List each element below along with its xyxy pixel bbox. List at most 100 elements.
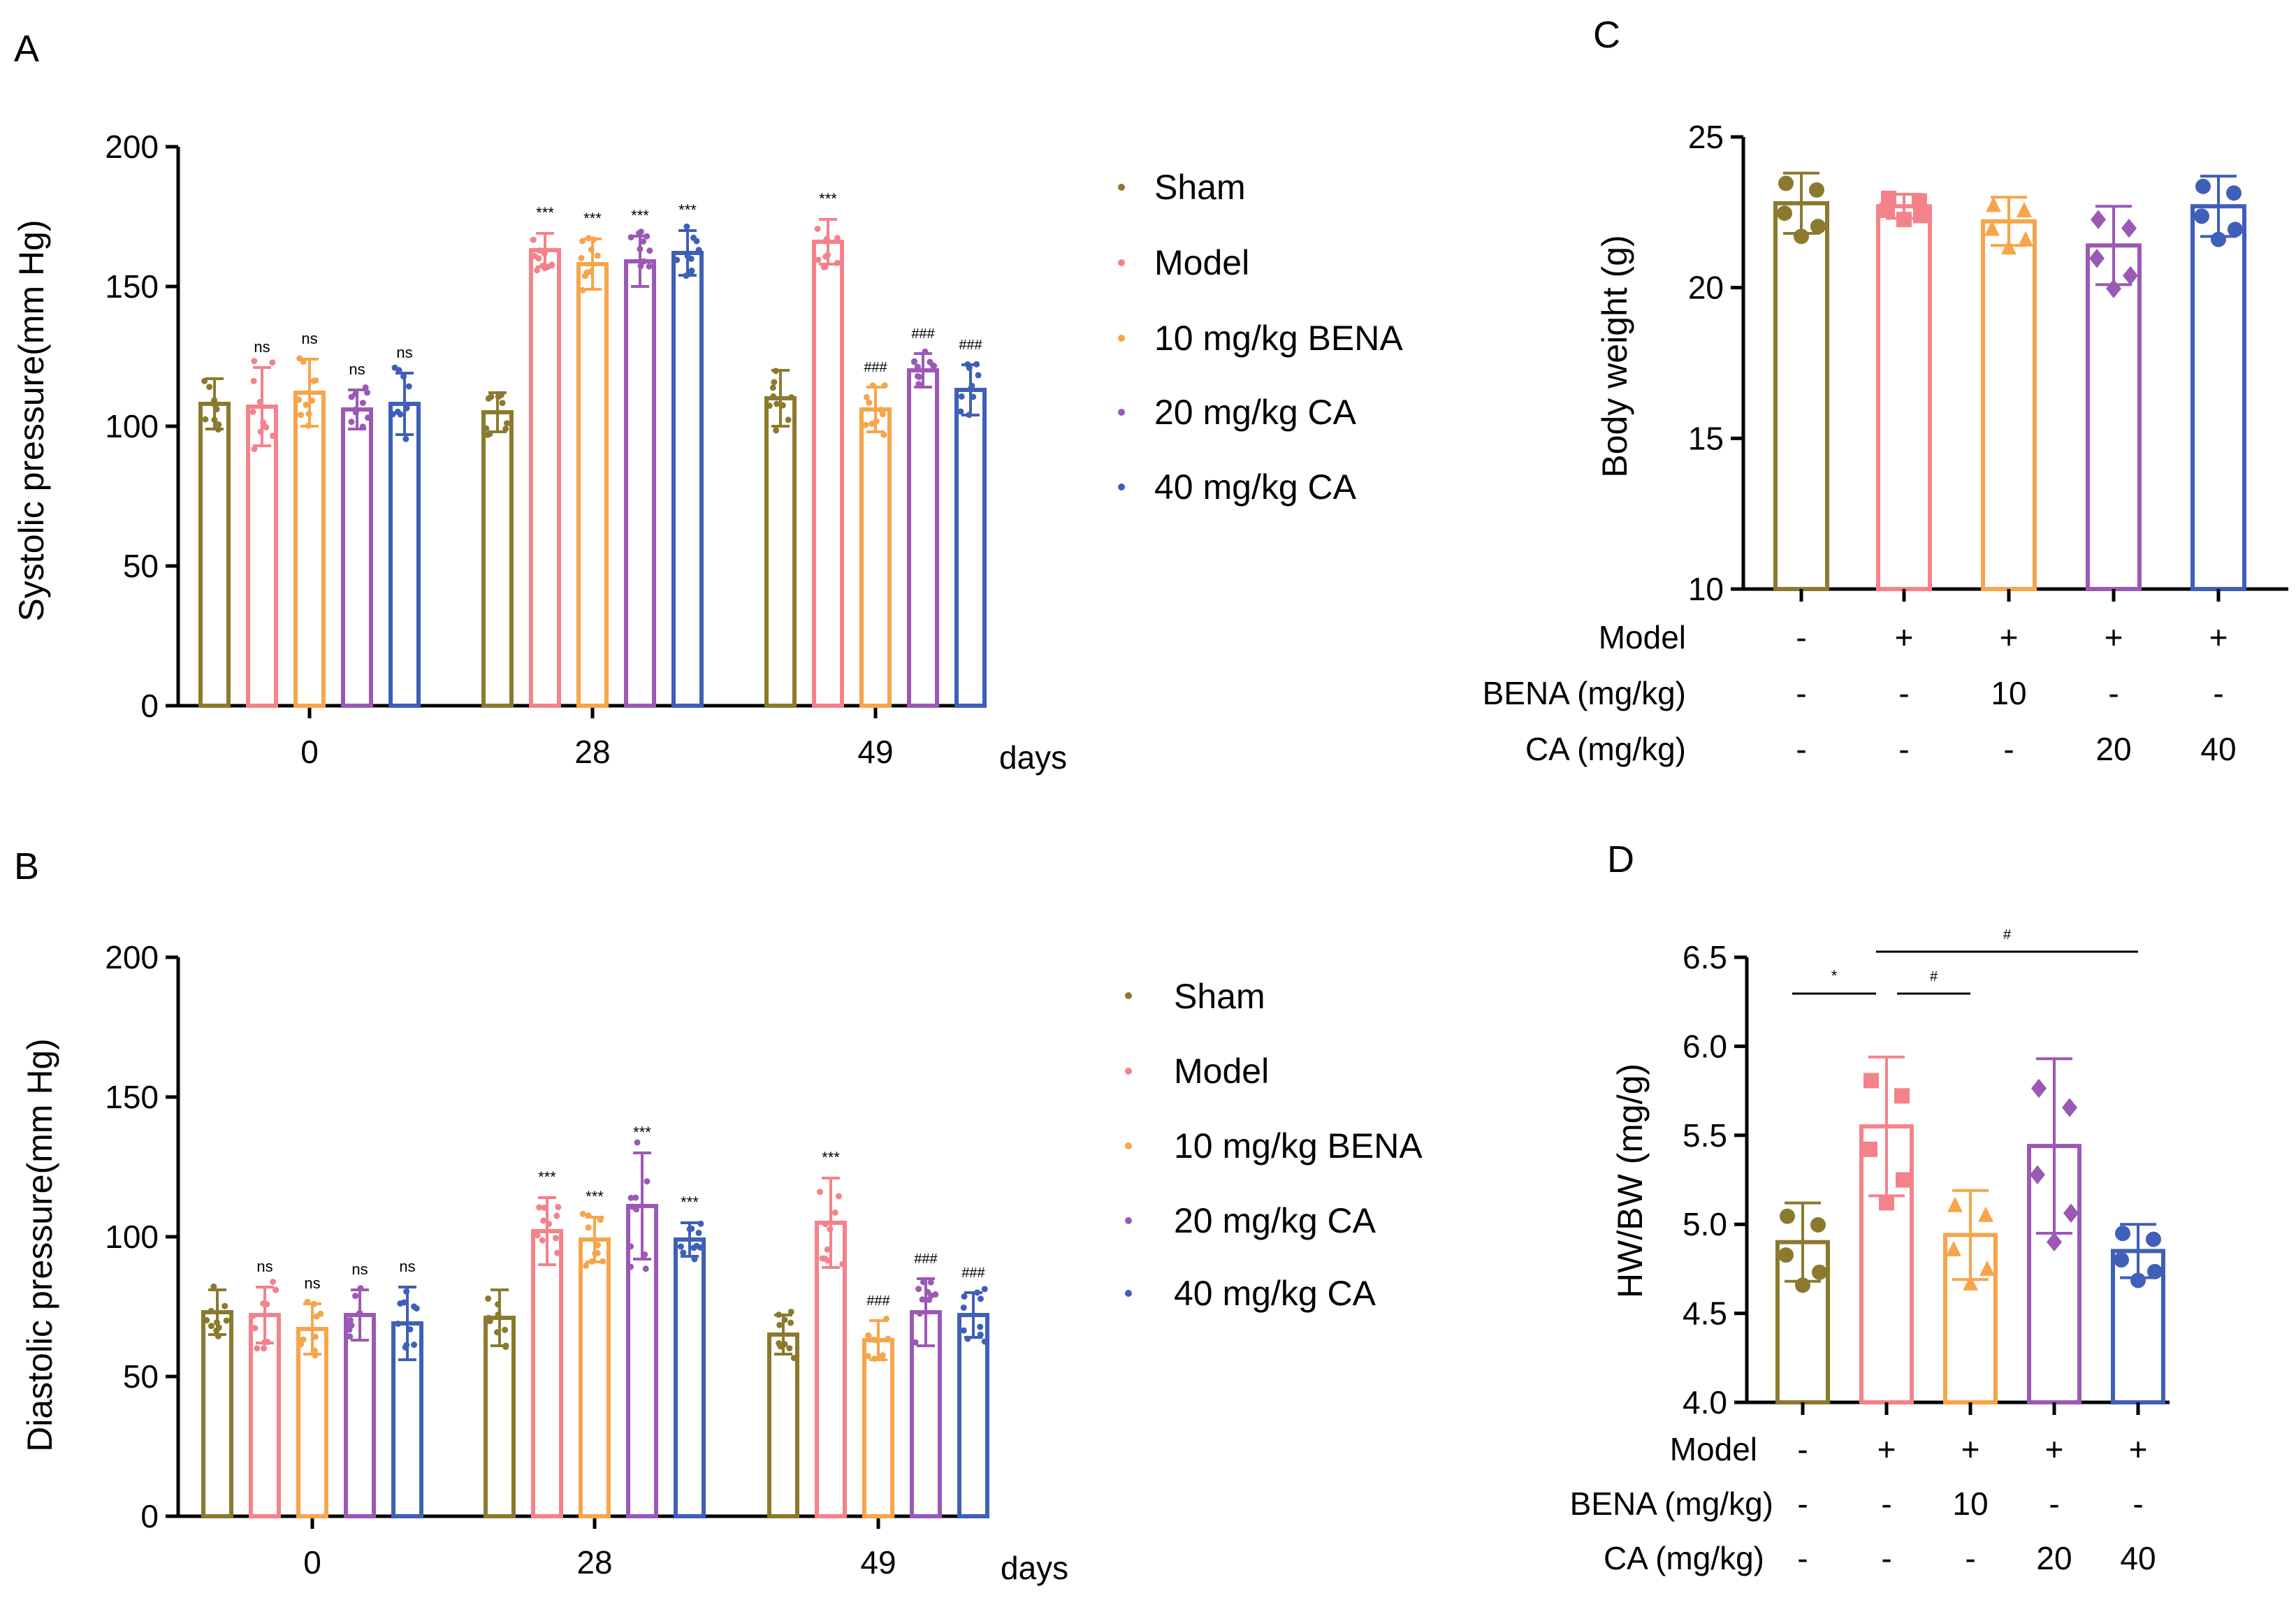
- panel-a-point-ca40: [405, 383, 412, 390]
- panel-d-point-ca40: [2130, 1272, 2146, 1288]
- panel-a-point-ca20: [352, 409, 359, 416]
- panel-a-point-ca40: [958, 393, 965, 400]
- panel-a-point-sham: [212, 401, 219, 408]
- panel-b-point-bena10: [304, 1298, 311, 1305]
- panel-a-ytick-label: 200: [105, 129, 159, 165]
- panel-c-point-model: [1912, 193, 1927, 209]
- panel-a-ytick-label: 50: [123, 548, 159, 584]
- panel-b-point-model: [831, 1209, 838, 1216]
- panel-b-point-sham: [781, 1316, 788, 1323]
- panel-b-bar-ca20: [344, 1313, 376, 1518]
- panel-a-point-sham: [769, 384, 776, 391]
- panel-a-bar-sham: [198, 402, 231, 708]
- panel-d-point-ca20: [2063, 1203, 2079, 1223]
- panel-d-cond-value-model: +: [1877, 1431, 1896, 1467]
- panel-c-point-ca20: [2091, 210, 2106, 230]
- panel-d-cond-value-ca40: -: [2132, 1486, 2143, 1522]
- panel-a-point-model: [822, 253, 829, 260]
- panel-a-point-bena10: [869, 382, 876, 389]
- panel-b-point-bena10: [313, 1313, 320, 1320]
- panel-d-cond-value-ca40: +: [2129, 1431, 2148, 1467]
- panel-b-point-bena10: [311, 1347, 318, 1354]
- panel-a-point-model: [269, 359, 276, 366]
- panel-a-point-ca40: [389, 411, 396, 418]
- panel-d-point-model: [1862, 1141, 1877, 1157]
- panel-b-point-sham: [787, 1308, 794, 1315]
- panel-a-point-ca40: [674, 256, 681, 263]
- panel-a-point-ca20: [348, 393, 355, 400]
- panel-b-bar-ca40: [674, 1237, 706, 1518]
- panel-a-point-sham: [495, 393, 502, 400]
- panel-a-point-bena10: [581, 273, 588, 279]
- panel-b-sig-label-ca40: ###: [961, 1265, 985, 1281]
- panel-b-point-ca20: [629, 1203, 636, 1210]
- panel-a-point-model: [256, 398, 263, 405]
- panel-c-cond-value-model: -: [1898, 675, 1909, 711]
- panel-c-cond-value-ca20: +: [2105, 619, 2123, 655]
- panel-b-point-sham: [495, 1301, 502, 1308]
- panel-a-xtick-label: 49: [857, 734, 893, 770]
- panel-letter-d: D: [1607, 838, 1634, 880]
- panel-a-ytick-label: 150: [105, 268, 159, 305]
- panel-c-point-bena10: [2018, 231, 2033, 247]
- panel-d-ytick-label: 6.0: [1683, 1028, 1727, 1064]
- panel-b-bar-sham: [201, 1310, 233, 1518]
- panel-b-xtick-label: 28: [576, 1544, 612, 1581]
- panel-a-sig-label-bena10: ###: [864, 360, 887, 375]
- panel-a-point-ca20: [359, 423, 366, 430]
- panel-a-bar-ca20: [624, 259, 656, 708]
- panel-a-sig-label-bena10: ns: [301, 330, 317, 347]
- panel-b-point-ca20: [356, 1311, 363, 1318]
- panel-b-point-ca40: [403, 1288, 410, 1295]
- panel-c-point-sham: [1794, 228, 1809, 245]
- panel-b-point-model: [816, 1189, 823, 1196]
- panel-b-point-model: [270, 1278, 277, 1285]
- panel-c-bar-ca40: [2190, 204, 2246, 591]
- panel-b-point-model: [822, 1221, 829, 1228]
- panel-a-point-ca40: [684, 252, 691, 259]
- panel-b-ytick-label: 0: [140, 1498, 159, 1534]
- panel-d-point-bena10: [1979, 1260, 1995, 1276]
- panel-a-point-bena10: [594, 252, 601, 259]
- panel-b-point-bena10: [595, 1242, 602, 1249]
- panel-b-point-ca20: [627, 1263, 634, 1270]
- panel-d-cond-label-ca: CA (mg/kg): [1604, 1540, 1764, 1576]
- panel-b-point-ca40: [411, 1342, 418, 1349]
- panel-a-point-ca20: [348, 419, 355, 426]
- panel-b-point-ca20: [357, 1285, 364, 1292]
- panel-a-bar-ca40: [671, 251, 704, 708]
- panel-b-point-ca40: [680, 1249, 687, 1256]
- panel-a-point-ca40: [683, 273, 690, 279]
- panel-b-point-bena10: [873, 1337, 880, 1344]
- panel-a-point-ca40: [966, 365, 973, 372]
- panel-a-point-ca20: [640, 238, 647, 245]
- legend-b-marker-ca40: [1125, 1290, 1132, 1297]
- panel-a-point-bena10: [303, 401, 310, 408]
- panel-b-days-label: days: [1001, 1550, 1068, 1586]
- panel-b-point-model: [835, 1193, 842, 1200]
- panel-b-point-ca40: [695, 1229, 702, 1236]
- panel-b-point-bena10: [585, 1224, 592, 1231]
- panel-b-xtick-label: 49: [860, 1544, 896, 1581]
- legend-a-label-ca40: 40 mg/kg CA: [1154, 467, 1357, 507]
- panel-a-point-ca40: [968, 385, 975, 392]
- panel-c-cond-value-model: +: [1895, 619, 1914, 655]
- panel-b-point-ca20: [644, 1178, 651, 1185]
- panel-b-point-ca40: [693, 1242, 700, 1249]
- panel-b-point-ca40: [974, 1289, 981, 1296]
- panel-c-point-bena10: [2001, 239, 2017, 255]
- panel-c-bar-sham: [1773, 201, 1829, 592]
- panel-a-point-ca20: [638, 228, 645, 235]
- panel-d-point-ca20: [2031, 1078, 2047, 1098]
- panel-a-point-sham: [215, 421, 222, 428]
- panel-b-xtick-label: 0: [303, 1544, 321, 1581]
- panel-a-point-ca40: [695, 247, 702, 254]
- panel-a-point-model: [260, 419, 267, 426]
- panel-a-point-bena10: [588, 268, 595, 275]
- panel-a-point-bena10: [590, 236, 597, 243]
- panel-d-significance-label: #: [1930, 969, 1938, 985]
- legend-a-label-ca20: 20 mg/kg CA: [1154, 393, 1357, 432]
- panel-d-point-sham: [1810, 1217, 1826, 1233]
- panel-a-point-ca20: [637, 245, 644, 252]
